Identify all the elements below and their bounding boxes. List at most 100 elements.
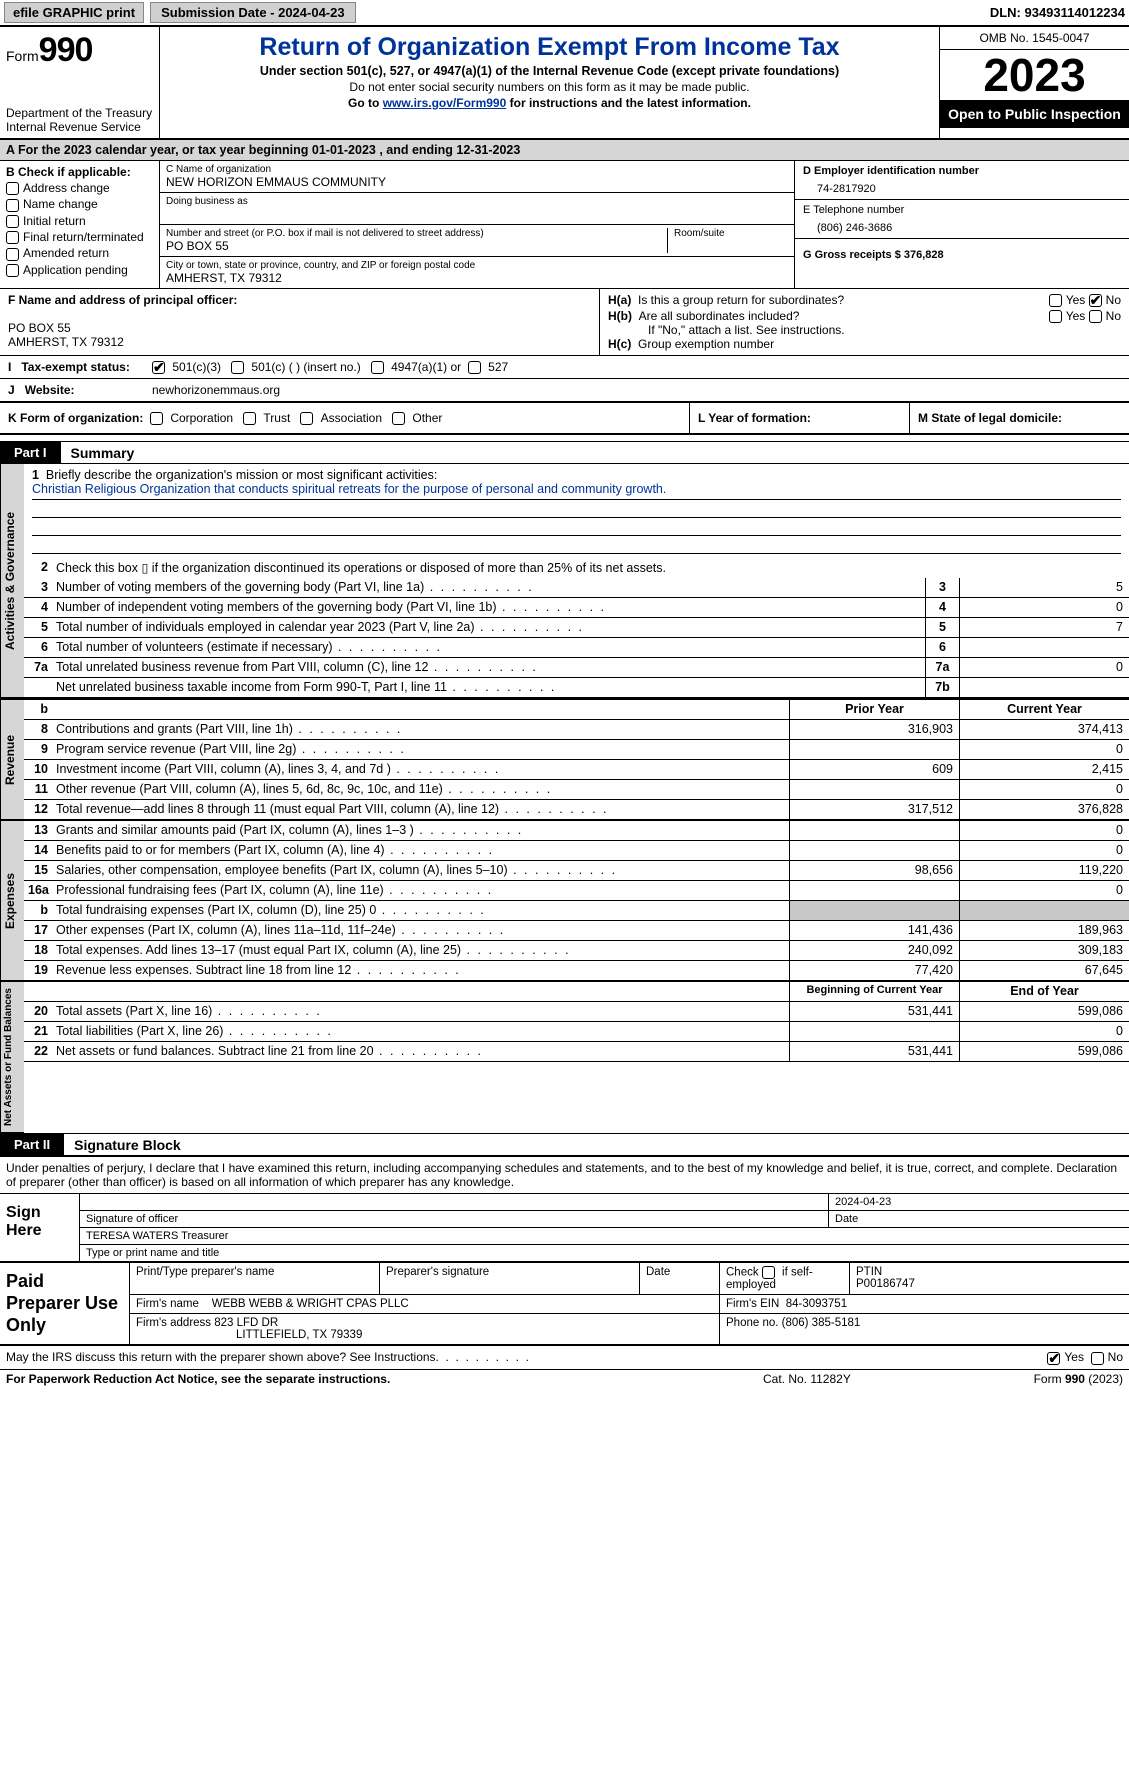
sig-officer-label: Signature of officer — [80, 1211, 829, 1227]
entity-block: B Check if applicable: Address change Na… — [0, 161, 1129, 289]
ein-label: D Employer identification number — [803, 165, 1121, 177]
chk-name-change[interactable] — [6, 199, 19, 212]
form-header: Form990 Department of the Treasury Inter… — [0, 27, 1129, 140]
chk-assoc[interactable] — [300, 412, 313, 425]
summary-line: 19Revenue less expenses. Subtract line 1… — [24, 961, 1129, 981]
omb-number: OMB No. 1545-0047 — [940, 27, 1129, 50]
hb-no[interactable] — [1089, 310, 1102, 323]
summary-line: bTotal fundraising expenses (Part IX, co… — [24, 901, 1129, 921]
form-number: Form990 — [6, 31, 153, 70]
k-label: K Form of organization: — [8, 411, 143, 425]
part2-header: Part II Signature Block — [0, 1133, 1129, 1156]
part1-title: Summary — [61, 445, 135, 461]
summary-line: 6Total number of volunteers (estimate if… — [24, 638, 1129, 658]
chk-other[interactable] — [392, 412, 405, 425]
summary-line: 12Total revenue—add lines 8 through 11 (… — [24, 800, 1129, 820]
chk-4947[interactable] — [371, 361, 384, 374]
chk-501c3[interactable] — [152, 361, 165, 374]
summary-line: 16aProfessional fundraising fees (Part I… — [24, 881, 1129, 901]
summary-line: 5Total number of individuals employed in… — [24, 618, 1129, 638]
irs-link[interactable]: www.irs.gov/Form990 — [383, 96, 507, 110]
ha-label: H(a) Is this a group return for subordin… — [608, 293, 1049, 307]
part2-title: Signature Block — [64, 1137, 181, 1153]
prep-date-label: Date — [640, 1263, 720, 1294]
ha-yes[interactable] — [1049, 294, 1062, 307]
row-a-period: A For the 2023 calendar year, or tax yea… — [0, 140, 1129, 161]
gross-receipts: G Gross receipts $ 376,828 — [803, 243, 1121, 261]
city-label: City or town, state or province, country… — [166, 260, 788, 271]
discuss-no[interactable] — [1091, 1352, 1104, 1365]
summary-line: 15Salaries, other compensation, employee… — [24, 861, 1129, 881]
hb-yes[interactable] — [1049, 310, 1062, 323]
sidelabel-rev: Revenue — [0, 700, 24, 820]
summary-line: 13Grants and similar amounts paid (Part … — [24, 821, 1129, 841]
summary-line: 18Total expenses. Add lines 13–17 (must … — [24, 941, 1129, 961]
summary-line: 14Benefits paid to or for members (Part … — [24, 841, 1129, 861]
subtitle-2: Do not enter social security numbers on … — [166, 80, 933, 94]
website-row: J Website: newhorizonemmaus.org — [0, 379, 1129, 403]
firm-phone: Phone no. (806) 385-5181 — [720, 1314, 1129, 1344]
org-name: NEW HORIZON EMMAUS COMMUNITY — [166, 175, 788, 189]
part2-tag: Part II — [0, 1134, 64, 1155]
prep-sig-label: Preparer's signature — [380, 1263, 640, 1294]
topbar: efile GRAPHIC print Submission Date - 20… — [0, 0, 1129, 27]
efile-print-button[interactable]: efile GRAPHIC print — [4, 2, 144, 23]
submission-date: Submission Date - 2024-04-23 — [150, 2, 356, 23]
summary-line: 17Other expenses (Part IX, column (A), l… — [24, 921, 1129, 941]
sign-here-block: Sign Here 2024-04-23 Signature of office… — [0, 1194, 1129, 1263]
ptin: PTINP00186747 — [850, 1263, 1129, 1294]
rev-header-row: b Prior Year Current Year — [24, 700, 1129, 720]
ha-no[interactable] — [1089, 294, 1102, 307]
dba-label: Doing business as — [166, 196, 788, 207]
chk-amended[interactable] — [6, 248, 19, 261]
discuss-row: May the IRS discuss this return with the… — [0, 1346, 1129, 1369]
chk-app-pending[interactable] — [6, 264, 19, 277]
f-h-block: F Name and address of principal officer:… — [0, 289, 1129, 356]
chk-trust[interactable] — [243, 412, 256, 425]
summary-line: 8Contributions and grants (Part VIII, li… — [24, 720, 1129, 740]
chk-corp[interactable] — [150, 412, 163, 425]
summary-line: 7aTotal unrelated business revenue from … — [24, 658, 1129, 678]
dln: DLN: 93493114012234 — [990, 5, 1125, 20]
officer-addr2: AMHERST, TX 79312 — [8, 335, 591, 349]
ein-value: 74-2817920 — [803, 177, 1121, 195]
hb-label: H(b) Are all subordinates included? — [608, 309, 1049, 323]
subtitle-1: Under section 501(c), 527, or 4947(a)(1)… — [166, 64, 933, 78]
form-title: Return of Organization Exempt From Incom… — [166, 33, 933, 62]
exp-table: Expenses 13Grants and similar amounts pa… — [0, 820, 1129, 981]
chk-final-return[interactable] — [6, 231, 19, 244]
paid-preparer-label: Paid Preparer Use Only — [0, 1263, 130, 1344]
sig-intro: Under penalties of perjury, I declare th… — [0, 1156, 1129, 1194]
discuss-yes[interactable] — [1047, 1352, 1060, 1365]
summary-line: 9Program service revenue (Part VIII, lin… — [24, 740, 1129, 760]
chk-527[interactable] — [468, 361, 481, 374]
sidelabel-exp: Expenses — [0, 821, 24, 981]
summary-line: 4Number of independent voting members of… — [24, 598, 1129, 618]
sidelabel-gov: Activities & Governance — [0, 464, 24, 698]
firm-addr: Firm's address 823 LFD DR LITTLEFIELD, T… — [130, 1314, 720, 1344]
chk-address-change[interactable] — [6, 182, 19, 195]
chk-501c[interactable] — [231, 361, 244, 374]
officer-name-label: Type or print name and title — [80, 1245, 1129, 1261]
net-header-row: Beginning of Current Year End of Year — [24, 982, 1129, 1002]
chk-initial-return[interactable] — [6, 215, 19, 228]
sig-date: 2024-04-23 — [829, 1194, 1129, 1210]
summary-line: 21Total liabilities (Part X, line 26)0 — [24, 1022, 1129, 1042]
street-value: PO BOX 55 — [166, 239, 667, 253]
col-b-label: B Check if applicable: — [6, 165, 153, 179]
sig-date-label: Date — [829, 1211, 1129, 1227]
gov-table: Activities & Governance 1 Briefly descri… — [0, 464, 1129, 698]
chk-self-employed[interactable] — [762, 1266, 775, 1279]
sign-here-label: Sign Here — [0, 1194, 80, 1261]
summary-line: 22Net assets or fund balances. Subtract … — [24, 1042, 1129, 1062]
form-label: Form 990 (2023) — [963, 1372, 1123, 1386]
mission-a: Christian Religious Organization that co… — [32, 482, 1121, 500]
hc-label: H(c) Group exemption number — [608, 337, 1121, 351]
officer-name: TERESA WATERS Treasurer — [80, 1228, 1129, 1244]
summary-line: 2Check this box ▯ if the organization di… — [24, 558, 1129, 578]
tax-status-row: I Tax-exempt status: 501(c)(3) 501(c) ( … — [0, 356, 1129, 379]
summary-line: 20Total assets (Part X, line 16)531,4415… — [24, 1002, 1129, 1022]
firm-name: Firm's name WEBB WEBB & WRIGHT CPAS PLLC — [130, 1295, 720, 1313]
part1-header: Part I Summary — [0, 441, 1129, 464]
l-year-formation: L Year of formation: — [689, 403, 909, 433]
